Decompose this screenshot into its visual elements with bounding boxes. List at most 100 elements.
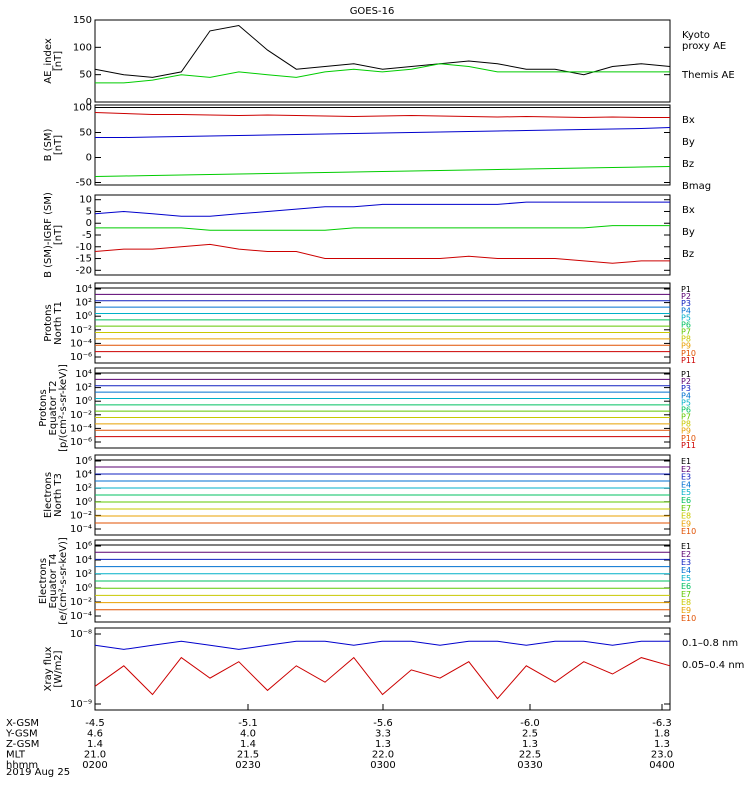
ytick-label-bigrf-5: 5: [86, 206, 92, 217]
ytick-label-xray-1: 10⁻⁹: [70, 699, 92, 710]
ylabel-pnt1-1: North T1: [53, 301, 64, 345]
channel-eet4-E3: E3: [681, 558, 691, 567]
ytick-label-bsm-2: 50: [79, 128, 92, 139]
channel-pet2-P9: P9: [681, 427, 691, 436]
ytick-label-pnt1-4: 10⁻⁴: [70, 338, 92, 349]
ylabel-bsm-1: [nT]: [53, 135, 64, 155]
xaxis-val-0-1: -5.1: [238, 718, 258, 729]
ytick-label-pnt1-0: 10⁴: [75, 284, 92, 295]
channel-eet4-E4: E4: [681, 566, 691, 575]
channel-ent3-E2: E2: [681, 465, 691, 474]
ytick-label-eet4-5: 10⁻⁴: [70, 611, 92, 622]
ytick-label-ent3-4: 10⁻²: [70, 510, 92, 521]
channel-pnt1-P2: P2: [681, 292, 691, 301]
channel-ent3-E1: E1: [681, 457, 691, 466]
channel-eet4-E7: E7: [681, 590, 691, 599]
ylabel-eet4-2: [e/(cm²-s-sr-keV)]: [58, 537, 69, 625]
channel-eet4-E6: E6: [681, 582, 691, 591]
ytick-label-eet4-1: 10⁴: [75, 555, 92, 566]
legend-ae-2: Themis AE: [681, 70, 735, 81]
channel-ent3-E3: E3: [681, 473, 691, 482]
xaxis-row-label-1: Y-GSM: [5, 729, 38, 740]
ylabel-pet2-0: Protons: [38, 389, 49, 426]
series-xray-9: [94, 656, 671, 700]
ytick-label-bsm-0: -50: [76, 178, 92, 189]
ylabel-ae-0: AE_index: [43, 38, 54, 84]
ytick-label-ent3-0: 10⁶: [75, 456, 92, 467]
xaxis-row-label-3: MLT: [6, 750, 26, 761]
ytick-label-ae-2: 100: [73, 42, 92, 53]
channel-pet2-P4: P4: [681, 391, 691, 400]
legend-ae-0: Kyoto: [682, 30, 710, 41]
ytick-label-pet2-4: 10⁻⁴: [70, 423, 92, 434]
channel-pnt1-P6: P6: [681, 320, 691, 329]
channel-pet2-P6: P6: [681, 405, 691, 414]
ytick-label-eet4-0: 10⁶: [75, 541, 92, 552]
ylabel-ae-1: [nT]: [53, 51, 64, 71]
series-xray-10: [94, 640, 670, 650]
xaxis-val-4-1: 0230: [235, 760, 260, 771]
series-bigrf-6: [94, 201, 670, 217]
ytick-label-ae-0: 0: [86, 97, 92, 108]
ylabel-xray-0: Xray flux: [43, 647, 54, 692]
ytick-label-ae-3: 150: [73, 15, 92, 26]
channel-pnt1-P11: P11: [681, 356, 696, 365]
panel-frame-pet2: [94, 367, 671, 449]
channel-ent3-E4: E4: [681, 480, 691, 489]
ylabel-eet4-1: Equator T4: [48, 554, 59, 609]
xaxis-val-2-3: 1.3: [522, 739, 538, 750]
series-bigrf-7: [95, 225, 670, 231]
xaxis-val-1-4: 1.8: [654, 729, 670, 740]
channel-ent3-E5: E5: [681, 488, 691, 497]
chart-title: GOES-16: [350, 6, 395, 17]
ytick-label-ent3-1: 10⁴: [75, 470, 92, 481]
channel-eet4-E2: E2: [681, 550, 691, 559]
panel-frame-ae: [94, 19, 671, 103]
channel-pnt1-P8: P8: [681, 335, 691, 344]
ylabel-ent3-1: North T3: [53, 473, 64, 517]
xaxis-val-3-4: 23.0: [651, 750, 673, 761]
channel-ent3-E9: E9: [681, 519, 691, 528]
legend-bigrf-0: Bx: [682, 205, 695, 216]
ytick-label-bigrf-2: -10: [76, 242, 92, 253]
ytick-label-pet2-1: 10²: [75, 383, 92, 394]
legend-ae-1: proxy AE: [682, 41, 726, 52]
xaxis-val-4-3: 0330: [517, 760, 542, 771]
channel-pnt1-P9: P9: [681, 342, 691, 351]
channel-pet2-P8: P8: [681, 420, 691, 429]
ylabel-xray-1: [W/m2]: [53, 650, 64, 687]
legend-bsm-1: By: [682, 137, 695, 148]
xaxis-row-label-0: X-GSM: [6, 718, 39, 729]
ytick-label-bsm-1: 0: [86, 153, 92, 164]
legend-bigrf-1: By: [682, 227, 695, 238]
ytick-label-pet2-3: 10⁻²: [70, 410, 92, 421]
xaxis-val-4-2: 0300: [370, 760, 395, 771]
ytick-label-ae-1: 50: [79, 70, 92, 81]
ylabel-bsm-0: B (SM): [43, 128, 54, 161]
xaxis-val-4-4: 0400: [649, 760, 674, 771]
xaxis-val-1-2: 3.3: [375, 729, 391, 740]
ytick-label-ent3-2: 10²: [75, 483, 92, 494]
channel-ent3-E8: E8: [681, 512, 691, 521]
date-label: 2019 Aug 25: [6, 767, 70, 778]
ytick-label-eet4-2: 10²: [75, 569, 92, 580]
ytick-label-bigrf-4: 0: [86, 218, 92, 229]
xaxis-val-0-0: -4.5: [85, 718, 105, 729]
channel-ent3-E10: E10: [681, 527, 696, 536]
xaxis-val-0-3: -6.0: [520, 718, 540, 729]
ytick-label-xray-0: 10⁻⁸: [70, 629, 92, 640]
xaxis-val-1-0: 4.6: [87, 729, 103, 740]
ylabel-pnt1-0: Protons: [43, 304, 54, 341]
series-bsm-2: [95, 127, 671, 138]
channel-pet2-P3: P3: [681, 384, 691, 393]
panel-frame-pnt1: [94, 282, 671, 364]
xaxis-val-1-3: 2.5: [522, 729, 538, 740]
panel-frame-bigrf: [94, 194, 671, 276]
channel-pet2-P2: P2: [681, 377, 691, 386]
channel-pnt1-P10: P10: [681, 349, 696, 358]
ytick-label-pet2-5: 10⁻⁶: [70, 437, 92, 448]
ylabel-eet4-0: Electrons: [38, 558, 49, 604]
xaxis-val-4-0: 0200: [82, 760, 107, 771]
series-bsm-3: [94, 166, 671, 177]
